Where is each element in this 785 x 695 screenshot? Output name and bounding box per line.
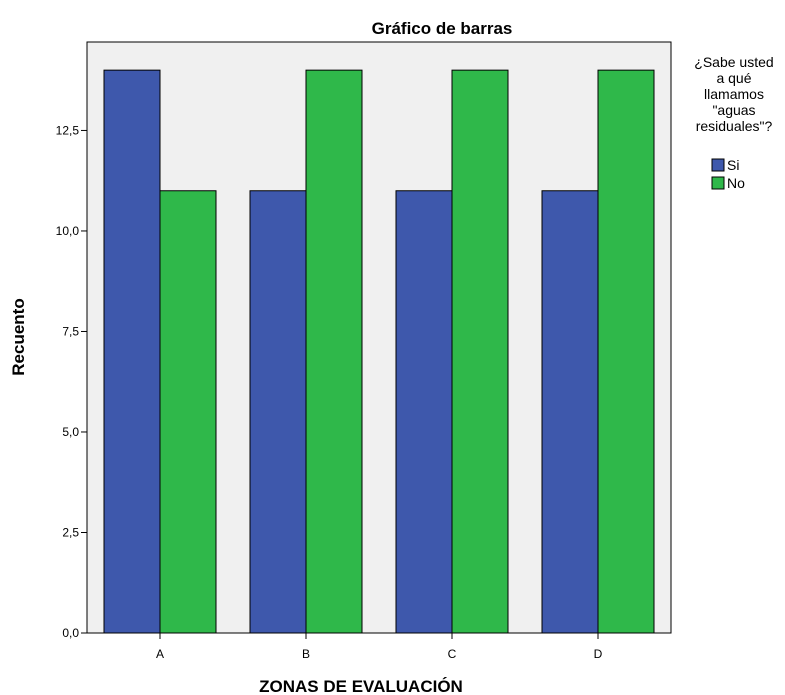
x-tick-label: D xyxy=(594,647,603,661)
bar-si-d xyxy=(541,190,599,634)
y-axis: 0,0 2,5 5,0 7,5 10,0 12,5 xyxy=(56,123,87,640)
y-tick-label: 0,0 xyxy=(62,626,79,640)
bar-si-b xyxy=(249,190,307,634)
y-tick-label: 5,0 xyxy=(62,425,79,439)
legend-label-si: Si xyxy=(727,157,739,173)
bar-no-b xyxy=(305,69,363,634)
y-tick-label: 7,5 xyxy=(62,324,79,338)
y-tick-label: 12,5 xyxy=(56,123,80,137)
x-axis: A B C D xyxy=(156,633,603,661)
legend-title-line: residuales"? xyxy=(696,118,773,134)
x-tick-label: C xyxy=(448,647,457,661)
y-tick-label: 2,5 xyxy=(62,525,79,539)
bar-no-c xyxy=(451,69,509,634)
x-tick-label: B xyxy=(302,647,310,661)
bars-group xyxy=(103,69,655,634)
legend-label-no: No xyxy=(727,175,745,191)
y-axis-title: Recuento xyxy=(9,298,28,375)
y-tick-label: 10,0 xyxy=(56,224,80,238)
bar-si-a xyxy=(103,69,161,634)
x-tick-label: A xyxy=(156,647,164,661)
bar-no-d xyxy=(597,69,655,634)
legend-title-line: "aguas xyxy=(712,102,755,118)
legend-title-line: ¿Sabe usted xyxy=(694,54,773,70)
legend-swatch-si xyxy=(711,158,725,172)
x-axis-title: ZONAS DE EVALUACIÓN xyxy=(259,677,463,695)
bar-no-a xyxy=(159,190,217,634)
legend-swatch-no xyxy=(711,176,725,190)
bar-si-c xyxy=(395,190,453,634)
legend-title-line: a qué xyxy=(716,70,751,86)
legend-title-line: llamamos xyxy=(704,86,764,102)
chart-title: Gráfico de barras xyxy=(372,19,513,38)
